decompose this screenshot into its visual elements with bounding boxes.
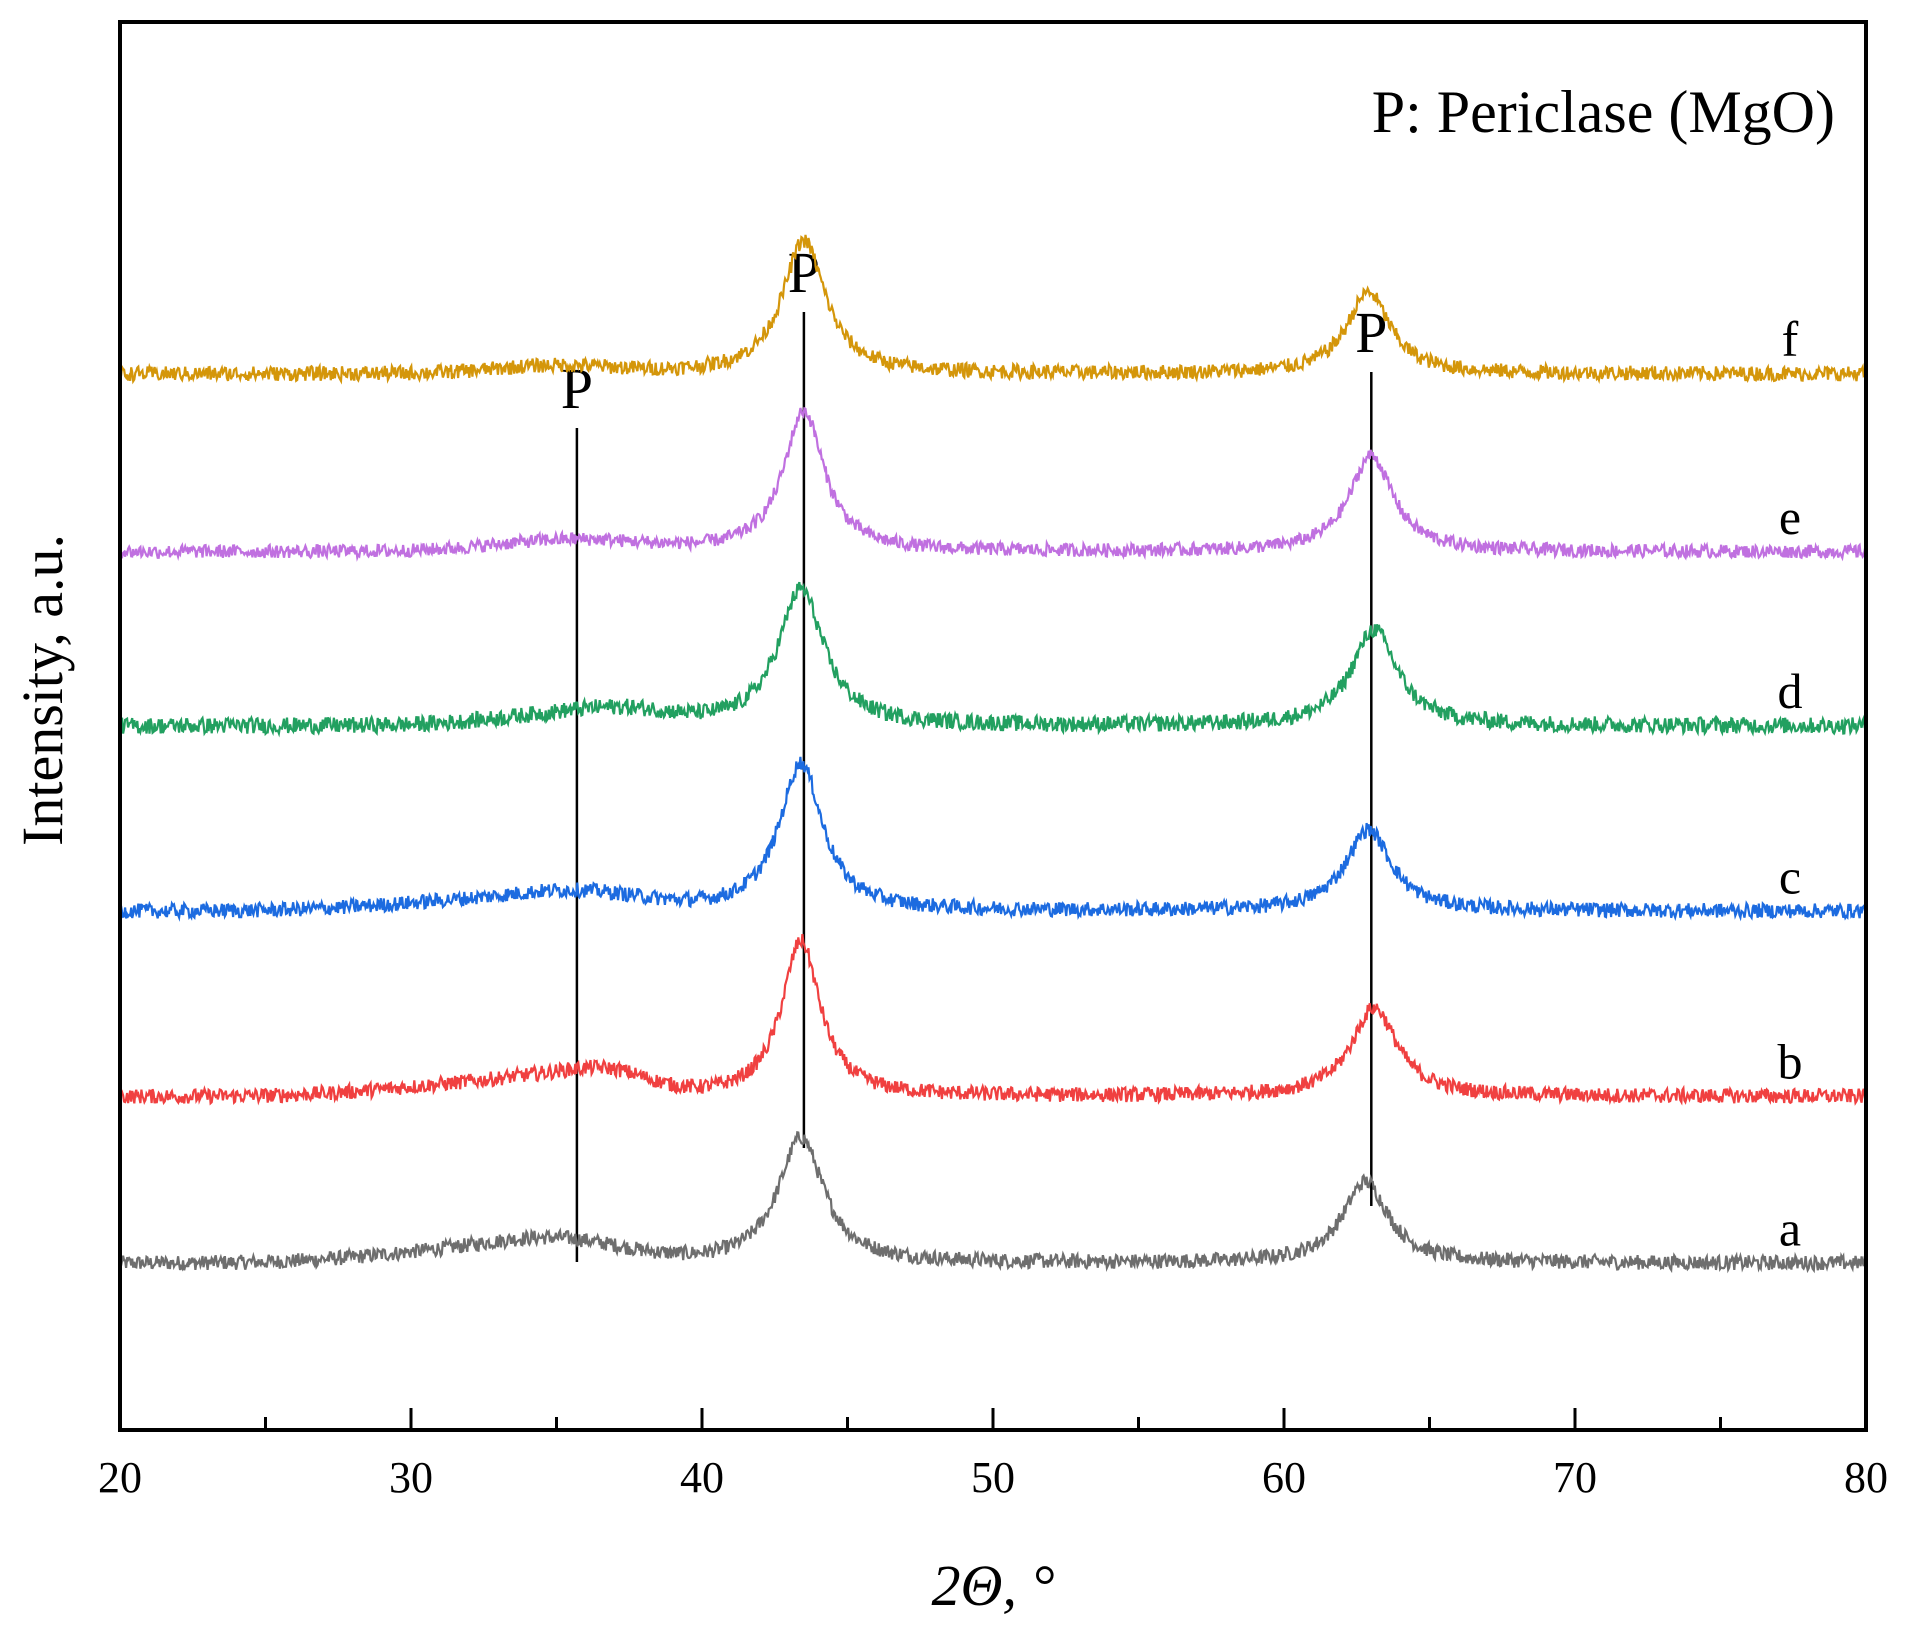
series-label-e: e [1779, 489, 1801, 545]
series-line-f [118, 234, 1867, 385]
x-tick-label: 60 [1262, 1453, 1306, 1502]
series-label-c: c [1779, 848, 1801, 904]
x-axis-ticks: 20 30 40 50 60 70 80 [98, 1408, 1888, 1502]
series-line-c [118, 756, 1867, 922]
series-label-a: a [1779, 1200, 1801, 1256]
x-tick-label: 80 [1844, 1453, 1888, 1502]
series-line-b [118, 933, 1867, 1106]
x-tick-label: 40 [680, 1453, 724, 1502]
x-tick-label: 70 [1553, 1453, 1597, 1502]
x-tick-label: 30 [389, 1453, 433, 1502]
series-labels: a b c d e f [1778, 311, 1803, 1256]
legend-note: P: Periclase (MgO) [1372, 79, 1835, 145]
series-lines [118, 234, 1867, 1274]
series-label-d: d [1778, 663, 1803, 719]
x-tick-label: 50 [971, 1453, 1015, 1502]
x-axis-title: 2Θ, ° [931, 1553, 1054, 1618]
series-label-b: b [1778, 1034, 1803, 1090]
series-line-d [118, 581, 1867, 738]
peak-annotation-2: P [788, 240, 820, 305]
series-label-f: f [1782, 311, 1799, 367]
series-line-e [118, 406, 1867, 562]
peak-annotation-3: P [1355, 300, 1387, 365]
x-tick-label: 20 [98, 1453, 142, 1502]
y-axis-title: Intensity, a.u. [10, 534, 75, 846]
reference-lines: PPP [561, 240, 1387, 1262]
series-line-a [118, 1130, 1867, 1274]
